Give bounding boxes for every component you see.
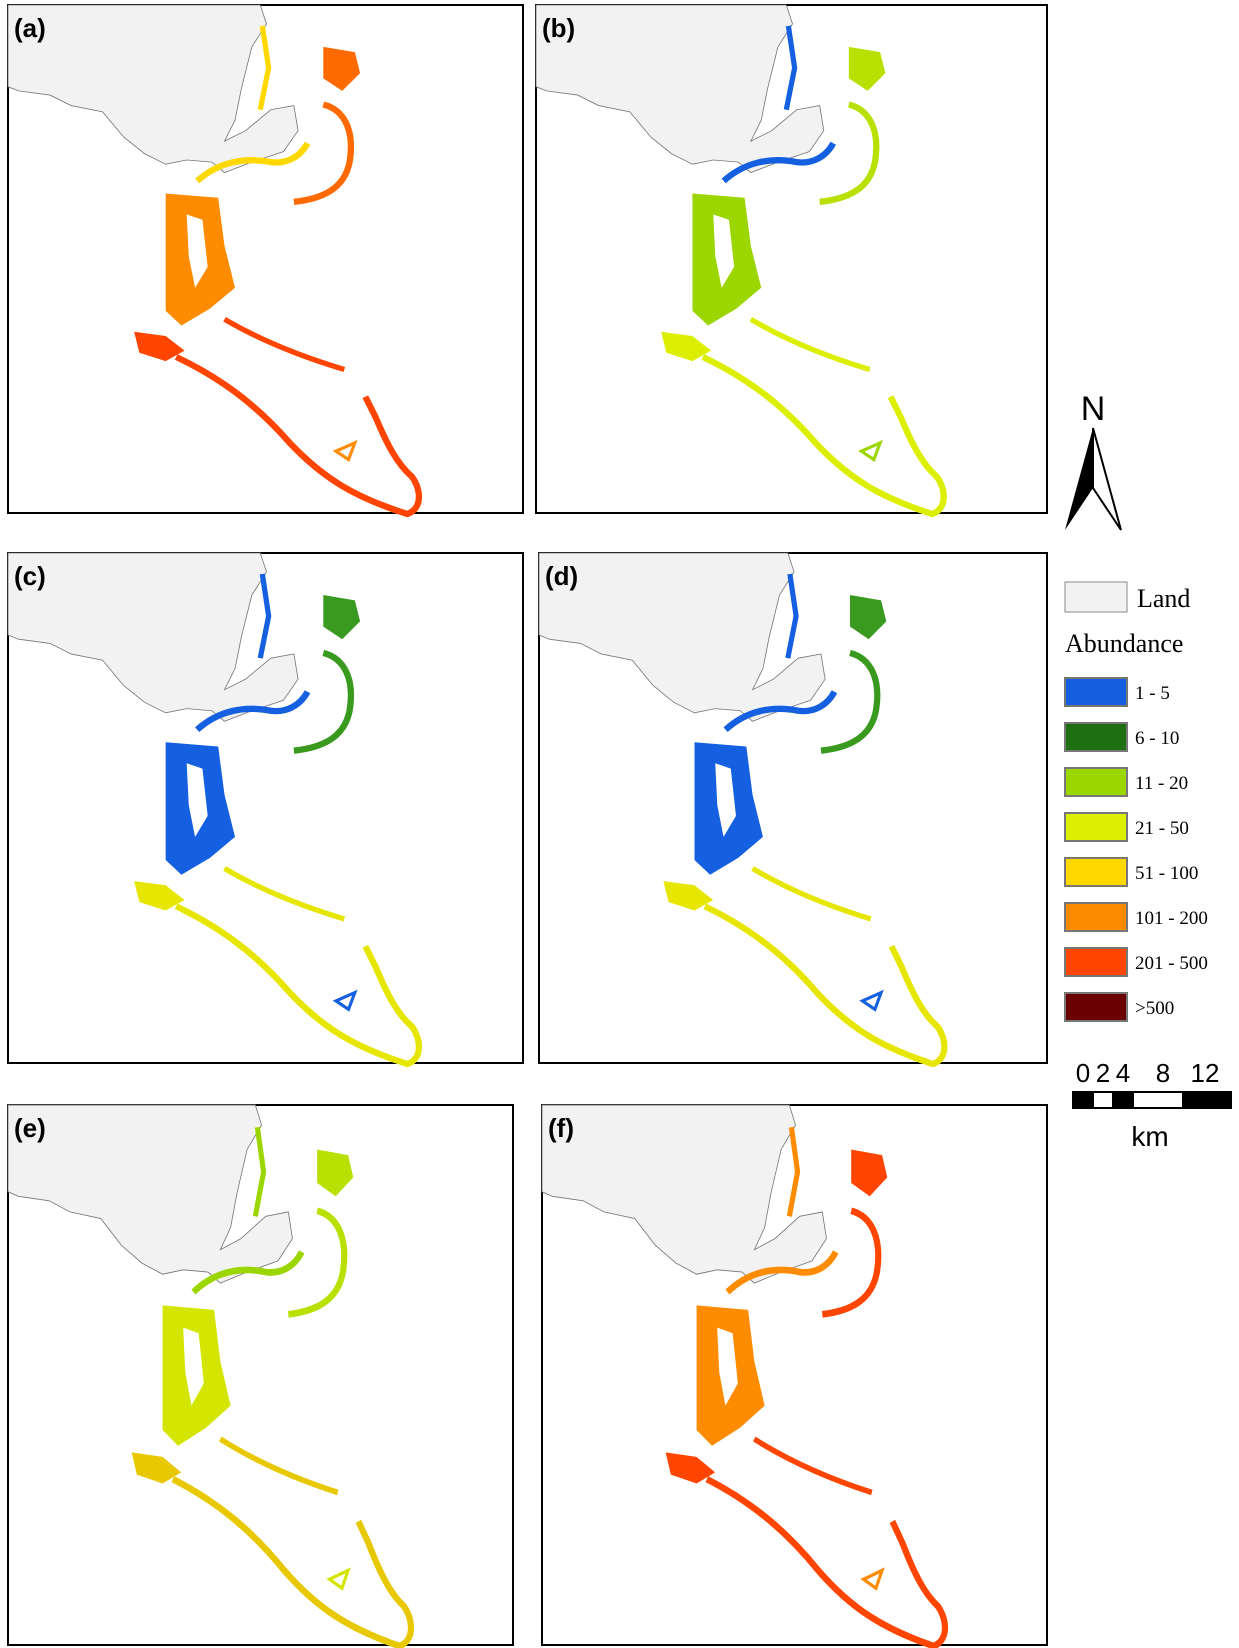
- map-figure: (a) (b) (c) (d) (e) (f) N Land Abundance 1 - 5 6 -…: [0, 0, 1239, 1648]
- scale-bar-segment: [1093, 1092, 1113, 1108]
- legend-label: 6 - 10: [1135, 728, 1179, 749]
- panel-label: (b): [542, 13, 575, 43]
- panel-label: (a): [14, 13, 46, 43]
- legend-label: 1 - 5: [1135, 683, 1170, 704]
- scale-tick-label: 12: [1191, 1058, 1220, 1088]
- scale-tick-label: 4: [1116, 1058, 1130, 1088]
- north-arrow: [1065, 428, 1093, 530]
- legend-label: 51 - 100: [1135, 863, 1198, 884]
- panel-label: (f): [548, 1113, 574, 1143]
- north-label: N: [1081, 390, 1106, 428]
- legend-swatch: [1065, 858, 1127, 886]
- legend-swatch: [1065, 948, 1127, 976]
- figure: (a) (b) (c) (d) (e) (f) N Land Abundance 1 - 5 6 -…: [0, 0, 1239, 1648]
- legend-label: 101 - 200: [1135, 908, 1208, 929]
- legend-swatch: [1065, 678, 1127, 706]
- legend-label: 21 - 50: [1135, 818, 1189, 839]
- legend-label: >500: [1135, 998, 1174, 1019]
- scale-tick-label: 0: [1076, 1058, 1090, 1088]
- legend-swatch: [1065, 813, 1127, 841]
- scale-bar-segment: [1073, 1092, 1093, 1108]
- legend-swatch: [1065, 723, 1127, 751]
- legend-swatch: [1065, 993, 1127, 1021]
- legend-swatch: [1065, 903, 1127, 931]
- scale-bar-segment: [1133, 1092, 1183, 1108]
- panel-label: (d): [545, 561, 578, 591]
- scale-bar-segment: [1183, 1092, 1231, 1108]
- legend-swatch: [1065, 768, 1127, 796]
- legend-label: 11 - 20: [1135, 773, 1188, 794]
- scale-tick-label: 8: [1156, 1058, 1170, 1088]
- panel-label: (c): [14, 561, 46, 591]
- scale-tick-label: 2: [1096, 1058, 1110, 1088]
- scale-unit: km: [1131, 1121, 1168, 1152]
- legend-title: Abundance: [1065, 629, 1183, 658]
- legend-label: 201 - 500: [1135, 953, 1208, 974]
- legend-land: Land: [1137, 584, 1190, 613]
- panel-label: (e): [14, 1113, 46, 1143]
- north-arrow: [1093, 428, 1121, 530]
- land-swatch: [1065, 582, 1127, 612]
- scale-bar-segment: [1113, 1092, 1133, 1108]
